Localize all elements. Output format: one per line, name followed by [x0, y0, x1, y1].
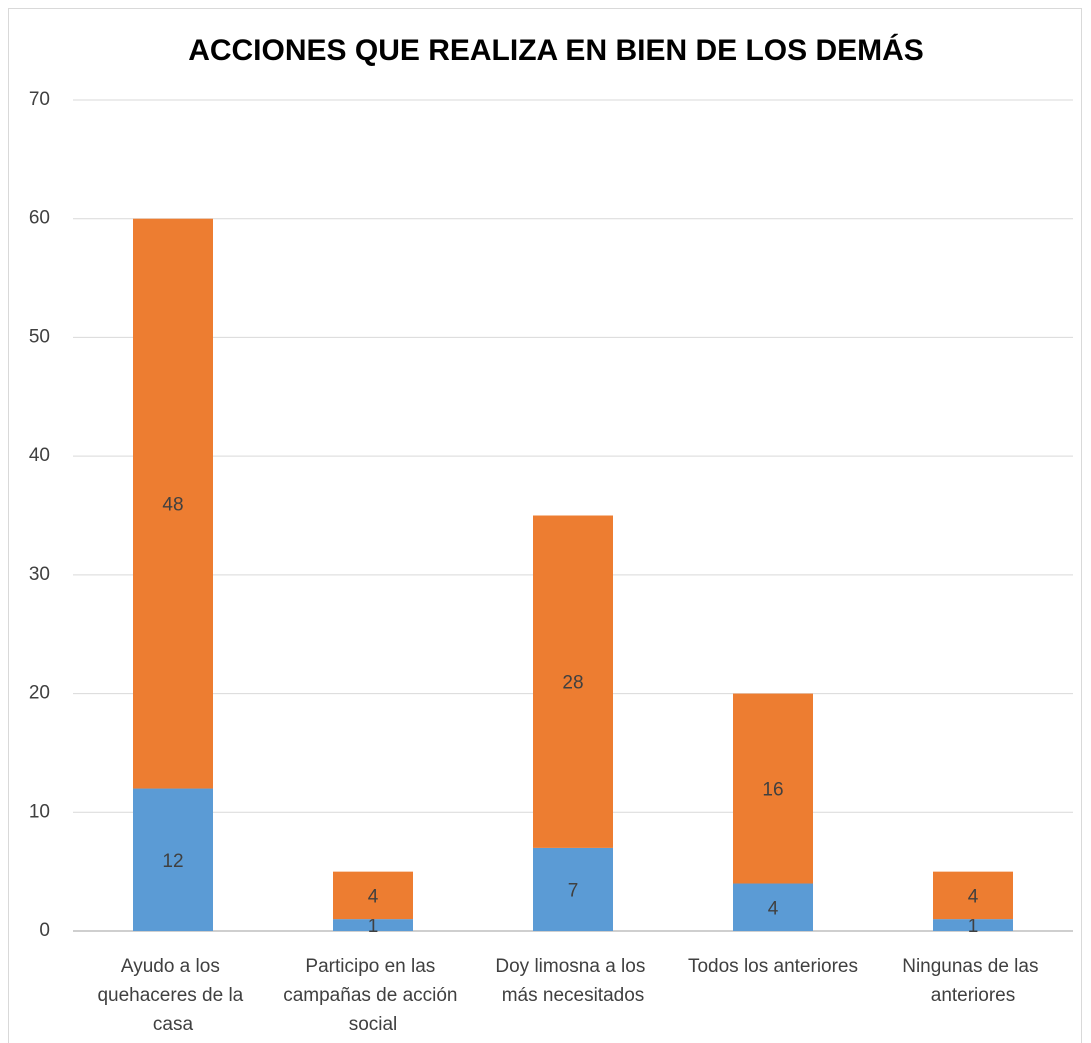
data-label: 4 — [368, 886, 379, 907]
bar-segment — [133, 218, 213, 789]
bar-segment — [533, 847, 613, 931]
y-tick-label: 70 — [29, 89, 50, 110]
bar-segment — [333, 871, 413, 920]
x-tick-label: Ayudo a los quehaceres de la casa — [97, 956, 248, 1035]
x-tick-label: Todos los anteriores — [688, 956, 858, 977]
bar-segment — [933, 871, 1013, 920]
y-tick-label: 40 — [29, 445, 50, 466]
x-tick-label: Participo en las campañas de acción soci… — [283, 956, 463, 1035]
x-tick-label: Doy limosna a los más necesitados — [495, 956, 650, 1006]
chart-title: ACCIONES QUE REALIZA EN BIEN DE LOS DEMÁ… — [188, 33, 924, 67]
bar-segment — [733, 883, 813, 931]
bar-segment — [933, 919, 1013, 931]
bar-segment — [733, 693, 813, 884]
y-tick-label: 30 — [29, 564, 50, 585]
data-label: 4 — [968, 886, 979, 907]
data-label: 12 — [162, 851, 183, 872]
y-tick-label: 50 — [29, 326, 50, 347]
x-tick-label: Ningunas de las anteriores — [902, 956, 1044, 1006]
bar-segment — [133, 788, 213, 931]
y-tick-label: 10 — [29, 801, 50, 822]
data-label: 16 — [762, 780, 783, 801]
data-label: 7 — [568, 880, 579, 901]
bar-segment — [533, 515, 613, 848]
data-label: 28 — [562, 673, 583, 694]
data-label: 48 — [162, 495, 183, 516]
data-label: 1 — [968, 916, 979, 937]
data-label: 4 — [768, 898, 779, 919]
y-tick-label: 20 — [29, 683, 50, 704]
bar-segment — [333, 919, 413, 931]
y-tick-label: 0 — [39, 920, 50, 941]
data-label: 1 — [368, 916, 379, 937]
y-tick-label: 60 — [29, 208, 50, 229]
